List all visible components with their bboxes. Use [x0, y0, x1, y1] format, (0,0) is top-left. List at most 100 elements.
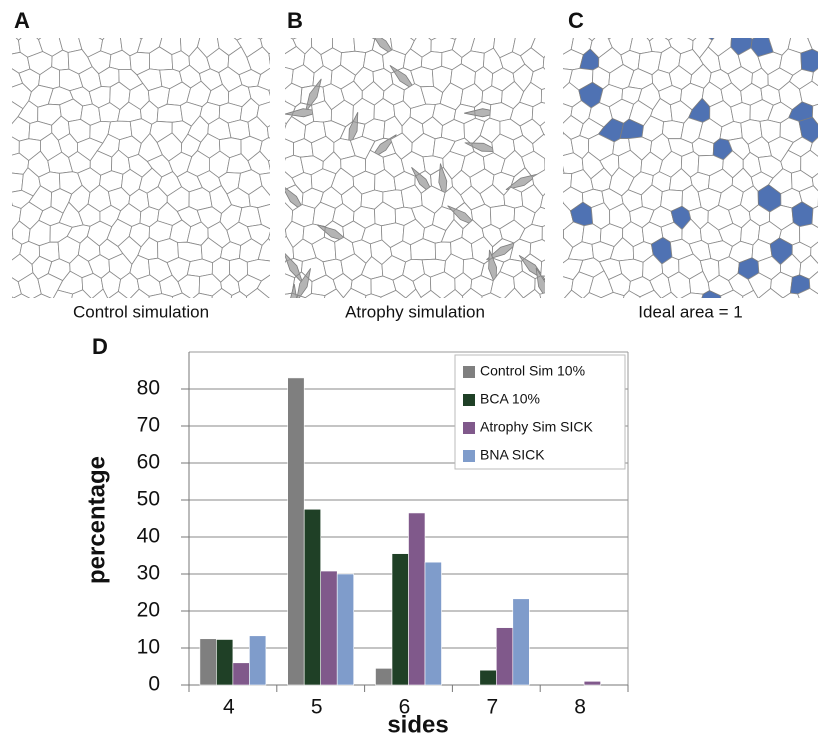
cell [156, 103, 184, 123]
cell [78, 38, 79, 39]
cell [664, 38, 673, 41]
cell [811, 173, 818, 192]
y-tick-label: 70 [137, 414, 160, 437]
cell [12, 136, 20, 156]
x-tick-label: 5 [311, 696, 323, 719]
cell [371, 38, 377, 40]
cell [268, 89, 270, 96]
cell [686, 38, 697, 42]
highlighted-cell [438, 163, 448, 201]
cell [646, 38, 654, 42]
cell [0, 258, 10, 279]
y-tick-label: 40 [137, 525, 160, 548]
cell [71, 289, 92, 298]
panel-letter: D [92, 334, 108, 359]
panel-letter: C [568, 8, 584, 33]
cell [301, 14, 322, 36]
cell [216, 38, 219, 39]
x-tick-label: 4 [223, 696, 235, 719]
cell [631, 38, 634, 39]
cell [108, 290, 128, 298]
cell [12, 228, 14, 240]
legend-swatch [463, 422, 475, 434]
cell [257, 38, 263, 40]
x-tick-label: 8 [574, 696, 586, 719]
cell [810, 241, 818, 264]
cell [32, 293, 52, 298]
cell [581, 223, 602, 245]
cell [541, 225, 545, 242]
cell [0, 18, 13, 40]
cell [48, 13, 69, 35]
cell [730, 102, 751, 124]
cell [540, 193, 545, 210]
legend-swatch [463, 394, 475, 406]
legend-swatch [463, 450, 475, 462]
highlighted-cell [708, 38, 715, 41]
cell [811, 68, 818, 87]
bar [199, 638, 217, 686]
cell [12, 172, 24, 193]
highlighted-cell [389, 64, 417, 92]
y-axis-label: percentage [83, 456, 110, 584]
cell [811, 205, 818, 228]
y-tick-label: 80 [137, 377, 160, 400]
x-axis-label: sides [387, 711, 448, 738]
highlighted-cell [464, 142, 501, 153]
cell [539, 121, 545, 136]
y-tick-label: 50 [137, 488, 160, 511]
cell [661, 291, 678, 298]
cell [171, 292, 191, 298]
panel-letter: A [14, 8, 30, 33]
cell [797, 287, 818, 298]
cell [807, 38, 818, 53]
highlighted-cell [305, 78, 322, 113]
cell [149, 15, 169, 36]
panels: A Control simulation B Atrophy simulation C I… [0, 8, 818, 321]
bar [495, 627, 514, 686]
cell [188, 13, 212, 37]
bar [216, 639, 234, 686]
cell [256, 274, 270, 298]
cell [268, 52, 270, 65]
highlighted-cell [285, 252, 304, 284]
cell [742, 289, 759, 298]
panel-caption: Atrophy simulation [345, 302, 485, 321]
cell [522, 15, 544, 38]
cell [806, 38, 809, 39]
highlighted-cell [348, 112, 359, 148]
y-tick-label: 0 [148, 673, 160, 696]
legend-label: BCA 10% [480, 391, 540, 407]
cell [811, 103, 818, 125]
cell [246, 287, 270, 298]
cell [428, 38, 437, 41]
cell [139, 38, 144, 40]
cell [540, 259, 545, 277]
cell [12, 202, 13, 207]
y-tick-label: 10 [137, 636, 160, 659]
x-tick-label: 6 [399, 696, 411, 719]
cell [12, 296, 14, 298]
highlighted-cell [296, 268, 311, 298]
cell [808, 271, 818, 295]
cell [268, 159, 270, 171]
cell [322, 14, 346, 36]
bar [512, 598, 530, 686]
cell [13, 293, 31, 298]
cell [257, 203, 270, 230]
cell [180, 38, 181, 39]
bar [408, 512, 426, 686]
highlighted-cell [800, 48, 818, 73]
cell [343, 16, 366, 37]
cell [542, 15, 565, 38]
cell [266, 125, 270, 139]
cell [257, 238, 270, 262]
bar [375, 668, 393, 686]
cell [719, 15, 743, 37]
cell [109, 16, 130, 35]
bar [424, 561, 442, 686]
cell [12, 38, 21, 55]
cell [259, 172, 270, 196]
cell [12, 123, 13, 125]
